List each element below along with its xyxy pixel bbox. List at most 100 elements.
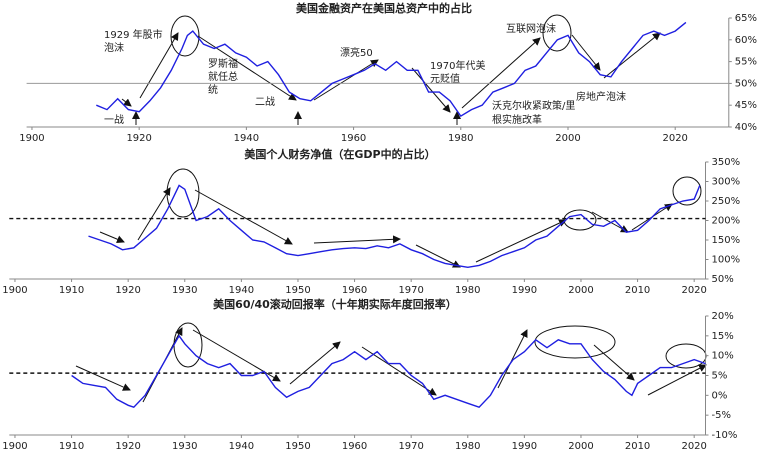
- annotation: 根实施改革: [492, 113, 542, 126]
- arrow: [75, 365, 131, 391]
- x-tick-label: 2000: [555, 133, 580, 144]
- ellipse: [542, 14, 572, 52]
- x-tick-label: 1940: [229, 285, 254, 296]
- y-tick-label: 5%: [712, 371, 728, 382]
- arrow: [289, 341, 341, 385]
- ellipse: [173, 322, 203, 368]
- arrow: [571, 34, 601, 71]
- ellipse: [170, 15, 200, 57]
- annotation: 1970年代美: [430, 59, 485, 72]
- arrow: [194, 189, 293, 245]
- y-tick-label: 15%: [712, 331, 734, 342]
- chart-title: 美国金融资产在美国总资产中的占比: [296, 1, 472, 15]
- x-tick-label: 1980: [455, 441, 480, 452]
- y-tick-label: -5%: [712, 410, 731, 421]
- data-line: [71, 334, 706, 409]
- ellipse: [563, 209, 597, 231]
- arrow: [99, 231, 125, 243]
- x-tick-label: 1940: [229, 441, 254, 452]
- x-tick-label: 1990: [512, 441, 537, 452]
- arrow: [461, 37, 541, 109]
- y-tick-label: 350%: [712, 157, 741, 168]
- x-tick-label: 1980: [455, 285, 480, 296]
- x-tick-label: 2000: [568, 441, 593, 452]
- annotation: 1929 年股市: [104, 28, 163, 41]
- arrow: [497, 329, 528, 389]
- y-tick-label: 20%: [712, 311, 734, 322]
- arrow: [475, 219, 567, 263]
- ellipse: [665, 343, 707, 369]
- x-tick-label: 1980: [448, 133, 473, 144]
- x-tick-label: 2010: [625, 285, 650, 296]
- annotation: 房地产泡沫: [576, 90, 626, 103]
- x-tick-label: 1930: [172, 285, 197, 296]
- y-tick-label: 0%: [712, 390, 728, 401]
- x-tick-label: 2020: [662, 133, 687, 144]
- y-tick-label: 10%: [712, 351, 734, 362]
- x-tick-label: 1910: [59, 441, 84, 452]
- x-tick-label: 1900: [2, 285, 27, 296]
- arrow: [603, 32, 661, 79]
- arrow: [313, 59, 379, 101]
- annotation: 元贬值: [430, 72, 460, 85]
- x-tick-label: 2000: [568, 285, 593, 296]
- x-tick-label: 1960: [342, 285, 367, 296]
- x-tick-label: 1960: [342, 441, 367, 452]
- x-tick-label: 1900: [19, 133, 44, 144]
- x-tick-label: 1920: [115, 285, 140, 296]
- arrow: [647, 364, 707, 396]
- annotation: 罗斯福: [208, 57, 238, 70]
- y-tick-label: 60%: [735, 35, 757, 46]
- annotation: 就任总: [208, 70, 238, 83]
- arrows: [75, 14, 707, 403]
- x-tick-label: 1970: [398, 441, 423, 452]
- y-tick-label: 65%: [735, 13, 757, 24]
- x-tick-label: 1920: [126, 133, 151, 144]
- data-line: [96, 21, 687, 118]
- y-tick-label: 45%: [735, 100, 757, 111]
- chart-title: 美国个人财务净值（在GDP中的占比）: [244, 147, 435, 161]
- x-tick-label: 1930: [172, 441, 197, 452]
- x-tick-label: 1900: [2, 441, 27, 452]
- x-tick-label: 1950: [285, 441, 310, 452]
- annotation: 二战: [255, 96, 275, 108]
- y-tick-label: 100%: [712, 255, 741, 266]
- x-tick-label: 2020: [681, 285, 706, 296]
- y-tick-label: 150%: [712, 235, 741, 246]
- annotation: 一战: [104, 114, 124, 126]
- x-tick-label: 1910: [59, 285, 84, 296]
- x-tick-label: 2010: [625, 441, 650, 452]
- y-tick-label: 50%: [735, 78, 757, 89]
- annotation: 沃克尔收紧政策/里: [492, 99, 575, 112]
- arrow: [121, 98, 132, 107]
- chart-title: 美国60/40滚动回报率（十年期实际年度回报率）: [213, 297, 457, 311]
- arrow: [137, 187, 171, 241]
- ellipse: [534, 325, 616, 359]
- arrow: [313, 235, 401, 244]
- x-tick-label: 1920: [115, 441, 140, 452]
- y-tick-label: 250%: [712, 196, 741, 207]
- arrow: [415, 244, 461, 268]
- y-tick-label: 55%: [735, 57, 757, 68]
- y-tick-label: -10%: [712, 430, 738, 441]
- x-tick-label: 1960: [341, 133, 366, 144]
- x-tick-label: 1990: [512, 285, 537, 296]
- y-tick-label: 300%: [712, 177, 741, 188]
- annotation: 统: [208, 83, 218, 96]
- annotations: 1929 年股市 泡沫 罗斯福 就任总 统 二战 漂亮50 1970年代美 元贬…: [104, 22, 626, 126]
- arrow: [361, 346, 437, 396]
- arrow: [197, 35, 297, 101]
- annotation: 漂亮50: [340, 46, 373, 59]
- ellipse: [166, 168, 200, 218]
- y-tick-label: 50%: [712, 274, 734, 285]
- x-tick-label: 2020: [681, 441, 706, 452]
- ellipse: [672, 176, 702, 206]
- data-line: [88, 184, 701, 269]
- y-tick-label: 200%: [712, 216, 741, 227]
- arrow: [593, 344, 635, 381]
- annotation: 互联网泡沫: [506, 22, 556, 35]
- x-tick-label: 1950: [285, 285, 310, 296]
- x-tick-label: 1940: [234, 133, 259, 144]
- annotation: 泡沫: [104, 41, 124, 54]
